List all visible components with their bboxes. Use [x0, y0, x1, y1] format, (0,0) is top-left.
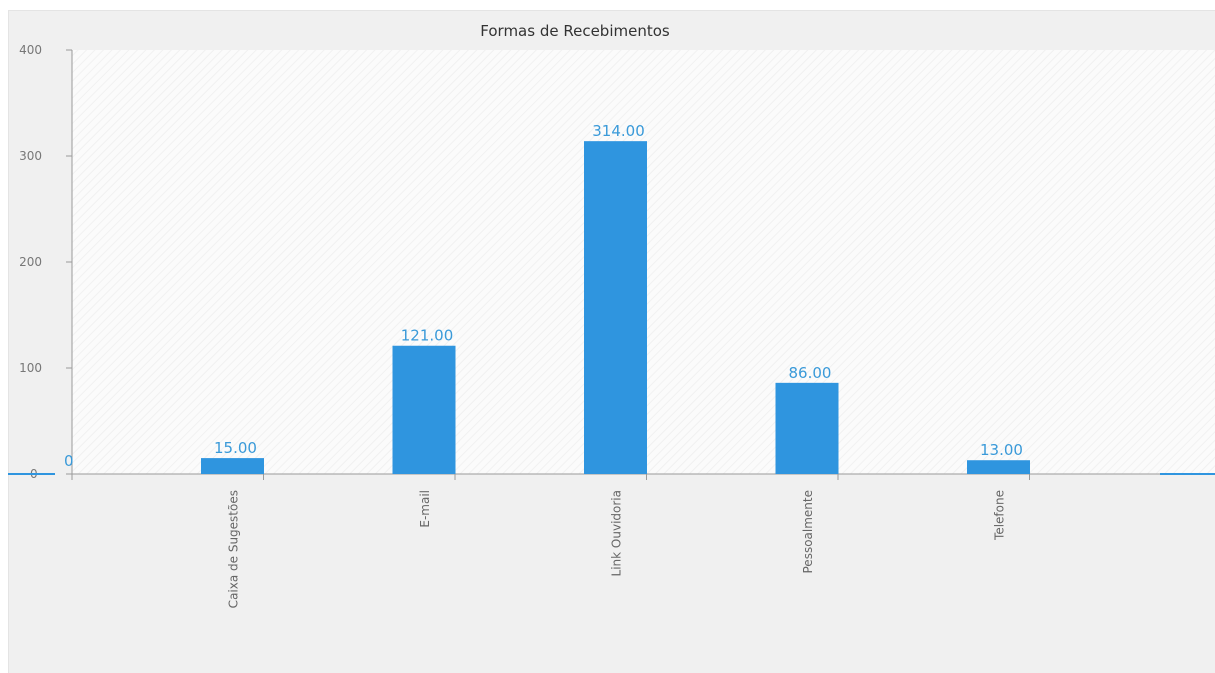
- x-tick-label: Pessoalmente: [801, 490, 815, 574]
- data-label: 15.00: [214, 439, 257, 457]
- bar: [967, 460, 1030, 474]
- data-label: 314.00: [592, 122, 645, 140]
- x-tick-label: E-mail: [418, 490, 432, 528]
- y-tick-label: 200: [19, 255, 42, 269]
- data-label: 13.00: [980, 441, 1023, 459]
- y-axis: 100 200 300 400 0: [19, 43, 73, 481]
- y-tick-label: 300: [19, 149, 42, 163]
- bars: 15.00 121.00 314.00 86.00 13.00: [201, 122, 1030, 474]
- chart-title: Formas de Recebimentos: [480, 22, 670, 40]
- y-tick-label: 100: [19, 361, 42, 375]
- y-tick-label: 400: [19, 43, 42, 57]
- bar: [201, 458, 264, 474]
- x-tick-label: Telefone: [993, 490, 1007, 541]
- x-axis: 0 Caixa de Sugestões E-mail Link Ouvidoria P…: [8, 452, 1215, 608]
- bar: [392, 345, 456, 474]
- x-tick-label: Link Ouvidoria: [610, 490, 624, 576]
- zero-line-label: 0: [64, 452, 74, 470]
- data-label: 86.00: [789, 364, 832, 382]
- data-label: 121.00: [401, 327, 454, 345]
- bar: [584, 141, 647, 474]
- bar: [775, 382, 839, 474]
- x-tick-label: Caixa de Sugestões: [227, 490, 241, 608]
